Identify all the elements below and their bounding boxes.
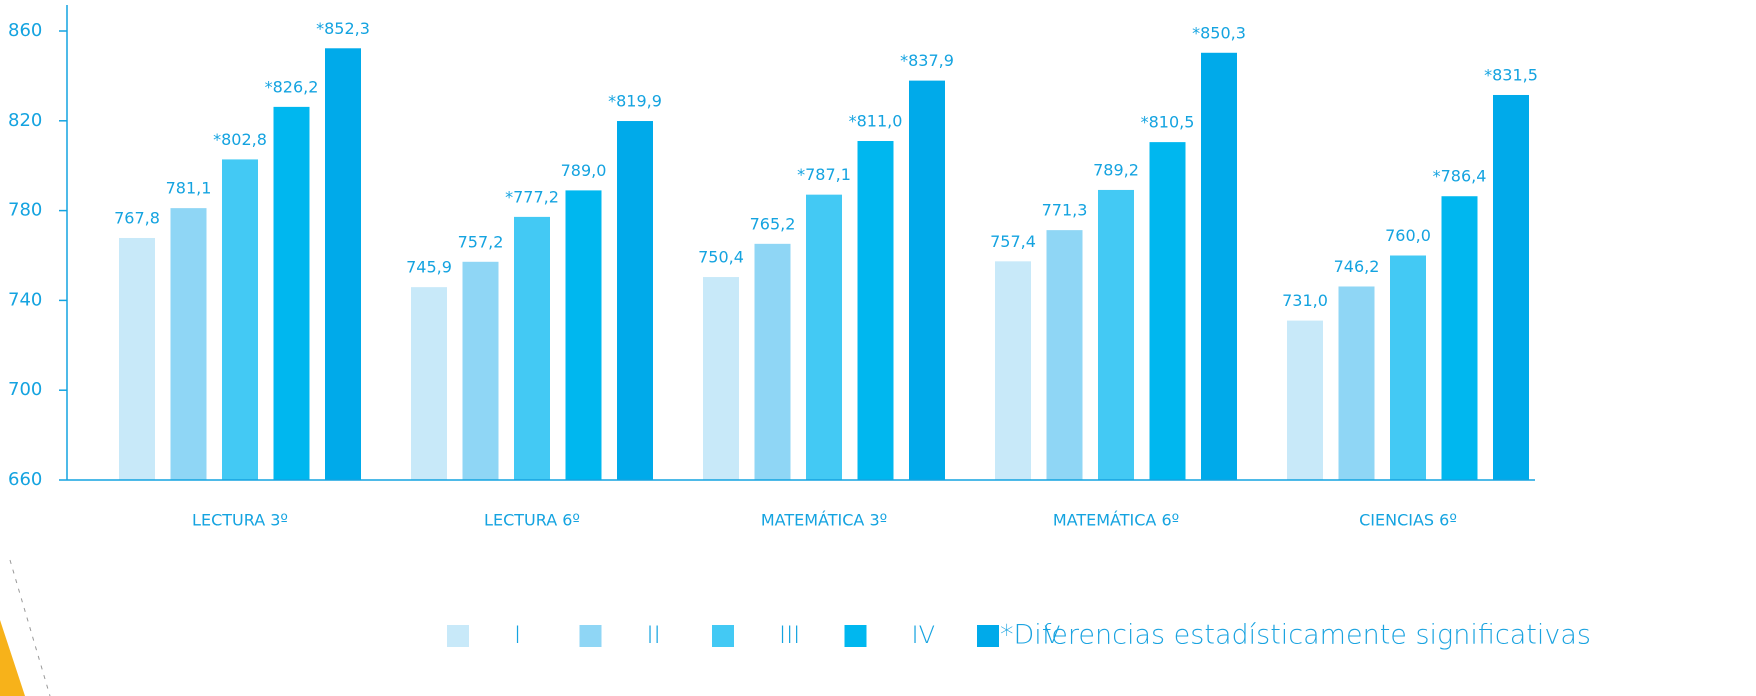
value-label: 757,4 — [990, 232, 1036, 251]
legend-label: II — [647, 621, 661, 649]
value-label: 731,0 — [1282, 291, 1328, 310]
value-label: 771,3 — [1042, 201, 1088, 220]
value-label: *787,1 — [797, 165, 851, 184]
legend-label: III — [779, 621, 800, 649]
value-label: *802,8 — [213, 130, 267, 149]
y-tick-label: 860 — [8, 20, 42, 41]
bar — [222, 159, 258, 480]
bar — [806, 195, 842, 480]
bar — [1098, 190, 1134, 480]
value-label: 757,2 — [458, 232, 504, 251]
y-tick-label: 820 — [8, 110, 42, 131]
bar — [325, 48, 361, 480]
value-label: 789,2 — [1093, 160, 1139, 179]
note: *Diferencias estadísticamente significat… — [1000, 620, 1591, 651]
value-label: *837,9 — [900, 51, 954, 70]
bar — [617, 121, 653, 480]
bar — [909, 81, 945, 480]
value-label: 750,4 — [698, 248, 744, 267]
bar — [1150, 142, 1186, 480]
bar — [566, 190, 602, 480]
value-label: 745,9 — [406, 258, 452, 277]
bar — [1047, 230, 1083, 480]
legend-swatch — [712, 625, 734, 647]
bar — [1339, 286, 1375, 480]
bar — [755, 244, 791, 480]
legend-label: IV — [912, 621, 936, 649]
value-label: 746,2 — [1334, 257, 1380, 276]
value-label: *852,3 — [316, 19, 370, 38]
bar — [463, 262, 499, 480]
bar — [119, 238, 155, 480]
bar — [1287, 321, 1323, 480]
bar — [1493, 95, 1529, 480]
legend-label: V — [1044, 621, 1060, 649]
x-tick-label: MATEMÁTICA 3º — [761, 511, 887, 530]
legend-swatch — [845, 625, 867, 647]
chart: *Diferencias estadísticamente significat… — [0, 0, 1756, 696]
value-label: *810,5 — [1141, 113, 1195, 132]
value-label: *831,5 — [1484, 65, 1538, 84]
y-tick-label: 700 — [8, 379, 42, 400]
value-label: 767,8 — [114, 208, 160, 227]
bar — [703, 277, 739, 480]
value-label: *850,3 — [1192, 23, 1246, 42]
bar — [171, 208, 207, 480]
value-label: *777,2 — [505, 187, 559, 206]
bar — [995, 261, 1031, 480]
bar — [1442, 196, 1478, 480]
bar — [1390, 256, 1426, 481]
value-label: 781,1 — [166, 179, 212, 198]
legend-swatch — [447, 625, 469, 647]
value-label: *819,9 — [608, 92, 662, 111]
value-label: *826,2 — [265, 77, 319, 96]
x-tick-label: LECTURA 6º — [484, 511, 580, 530]
bar — [274, 107, 310, 480]
value-label: 789,0 — [561, 161, 607, 180]
bar — [1201, 53, 1237, 480]
legend-swatch — [580, 625, 602, 647]
x-tick-label: MATEMÁTICA 6º — [1053, 511, 1179, 530]
value-label: 765,2 — [750, 214, 796, 233]
legend-label: I — [514, 621, 521, 649]
decoration — [0, 620, 25, 696]
bar — [411, 287, 447, 480]
legend-swatch — [977, 625, 999, 647]
value-label: 760,0 — [1385, 226, 1431, 245]
x-tick-label: CIENCIAS 6º — [1359, 511, 1457, 530]
bar — [514, 217, 550, 480]
value-label: *786,4 — [1433, 167, 1487, 186]
value-label: *811,0 — [849, 112, 903, 131]
y-tick-label: 660 — [8, 469, 42, 490]
y-tick-label: 740 — [8, 289, 42, 310]
x-tick-label: LECTURA 3º — [192, 511, 288, 530]
y-tick-label: 780 — [8, 200, 42, 221]
bar — [858, 141, 894, 480]
